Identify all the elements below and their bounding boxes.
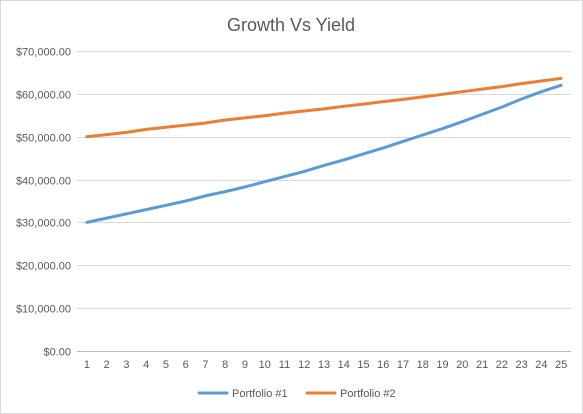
x-tick-label: 20 <box>456 359 468 371</box>
plot-series <box>85 76 563 224</box>
x-tick-label: 6 <box>183 359 189 371</box>
y-axis-ticks: $0.00 $10,000.00 $20,000.00 $30,000.00 $40,0… <box>16 47 71 359</box>
x-tick-label: 21 <box>476 359 488 371</box>
x-tick-label: 11 <box>279 359 290 371</box>
legend-label: Portfolio #2 <box>340 388 396 400</box>
x-tick-label: 13 <box>318 359 330 371</box>
x-tick-label: 16 <box>377 359 389 371</box>
x-tick-label: 25 <box>555 359 567 371</box>
x-tick-label: 18 <box>417 359 429 371</box>
x-tick-label: 15 <box>357 359 369 371</box>
x-tick-label: 14 <box>338 359 350 371</box>
x-tick-label: 19 <box>436 359 448 371</box>
y-tick-label: $0.00 <box>43 347 71 359</box>
x-tick-label: 24 <box>535 359 547 371</box>
x-tick-label: 2 <box>104 359 110 371</box>
y-tick-label: $20,000.00 <box>16 261 71 273</box>
y-tick-label: $60,000.00 <box>16 90 71 102</box>
gridlines <box>77 51 571 352</box>
y-tick-label: $30,000.00 <box>16 218 71 230</box>
x-tick-label: 7 <box>202 359 208 371</box>
y-tick-label: $10,000.00 <box>16 304 71 316</box>
x-tick-label: 5 <box>163 359 169 371</box>
x-tick-label: 10 <box>259 359 271 371</box>
series-line-portfolio-1 <box>85 83 563 224</box>
legend: Portfolio #1 Portfolio #2 <box>197 388 396 400</box>
y-tick-label: $70,000.00 <box>16 47 71 59</box>
x-axis-ticks: 1 2 3 4 5 6 7 8 9 10 11 12 13 14 15 16 17 18 19 20 21 22 23 24 2… <box>84 359 567 371</box>
series-line-portfolio-2 <box>85 76 563 139</box>
x-tick-label: 9 <box>242 359 248 371</box>
x-tick-label: 22 <box>496 359 508 371</box>
y-tick-label: $50,000.00 <box>16 133 71 145</box>
x-tick-label: 3 <box>123 359 129 371</box>
x-tick-label: 8 <box>222 359 228 371</box>
x-tick-label: 17 <box>397 359 409 371</box>
x-tick-label: 23 <box>515 359 527 371</box>
chart-title: Growth Vs Yield <box>227 15 355 35</box>
x-tick-label: 4 <box>143 359 149 371</box>
x-tick-label: 12 <box>298 359 310 371</box>
y-tick-label: $40,000.00 <box>16 176 71 188</box>
legend-label: Portfolio #1 <box>232 388 288 400</box>
x-tick-label: 1 <box>84 359 90 371</box>
